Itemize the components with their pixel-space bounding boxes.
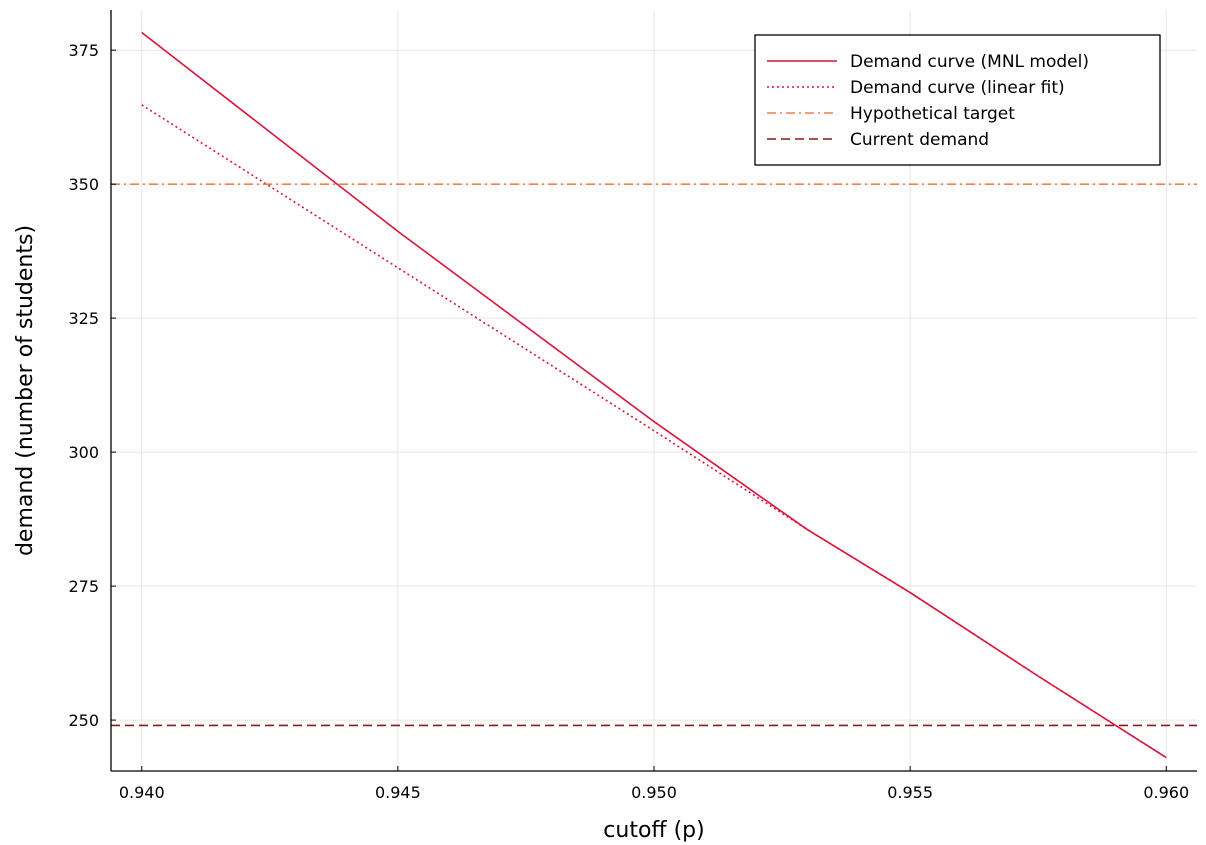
y-tick-label: 350 — [68, 175, 99, 194]
y-tick-label: 325 — [68, 309, 99, 328]
legend: Demand curve (MNL model) Demand curve (li… — [754, 34, 1161, 166]
x-tick-label: 0.945 — [375, 783, 421, 802]
y-axis-title: demand (number of students) — [13, 225, 38, 556]
legend-label: Demand curve (linear fit) — [850, 78, 1065, 98]
x-axis-title: cutoff (p) — [603, 818, 704, 843]
x-tick-label: 0.955 — [887, 783, 933, 802]
axes — [110, 10, 1197, 772]
y-tick-label: 375 — [68, 41, 99, 60]
legend-label: Demand curve (MNL model) — [850, 52, 1089, 72]
series-line-1 — [141, 31, 1167, 759]
y-tick-label: 275 — [68, 577, 99, 596]
tick-labels: 0.940 0.945 0.950 0.955 0.960 250 275 300 325 350… — [68, 41, 1189, 802]
legend-label: Current demand — [850, 130, 989, 150]
grid — [111, 10, 1197, 771]
y-tick-label: 250 — [68, 711, 99, 730]
x-tick-label: 0.950 — [631, 783, 677, 802]
legend-box — [754, 34, 1161, 166]
y-tick-label: 300 — [68, 443, 99, 462]
legend-label: Hypothetical target — [850, 104, 1015, 124]
x-tick-label: 0.960 — [1143, 783, 1189, 802]
x-tick-label: 0.940 — [119, 783, 165, 802]
series-layer — [111, 31, 1197, 759]
